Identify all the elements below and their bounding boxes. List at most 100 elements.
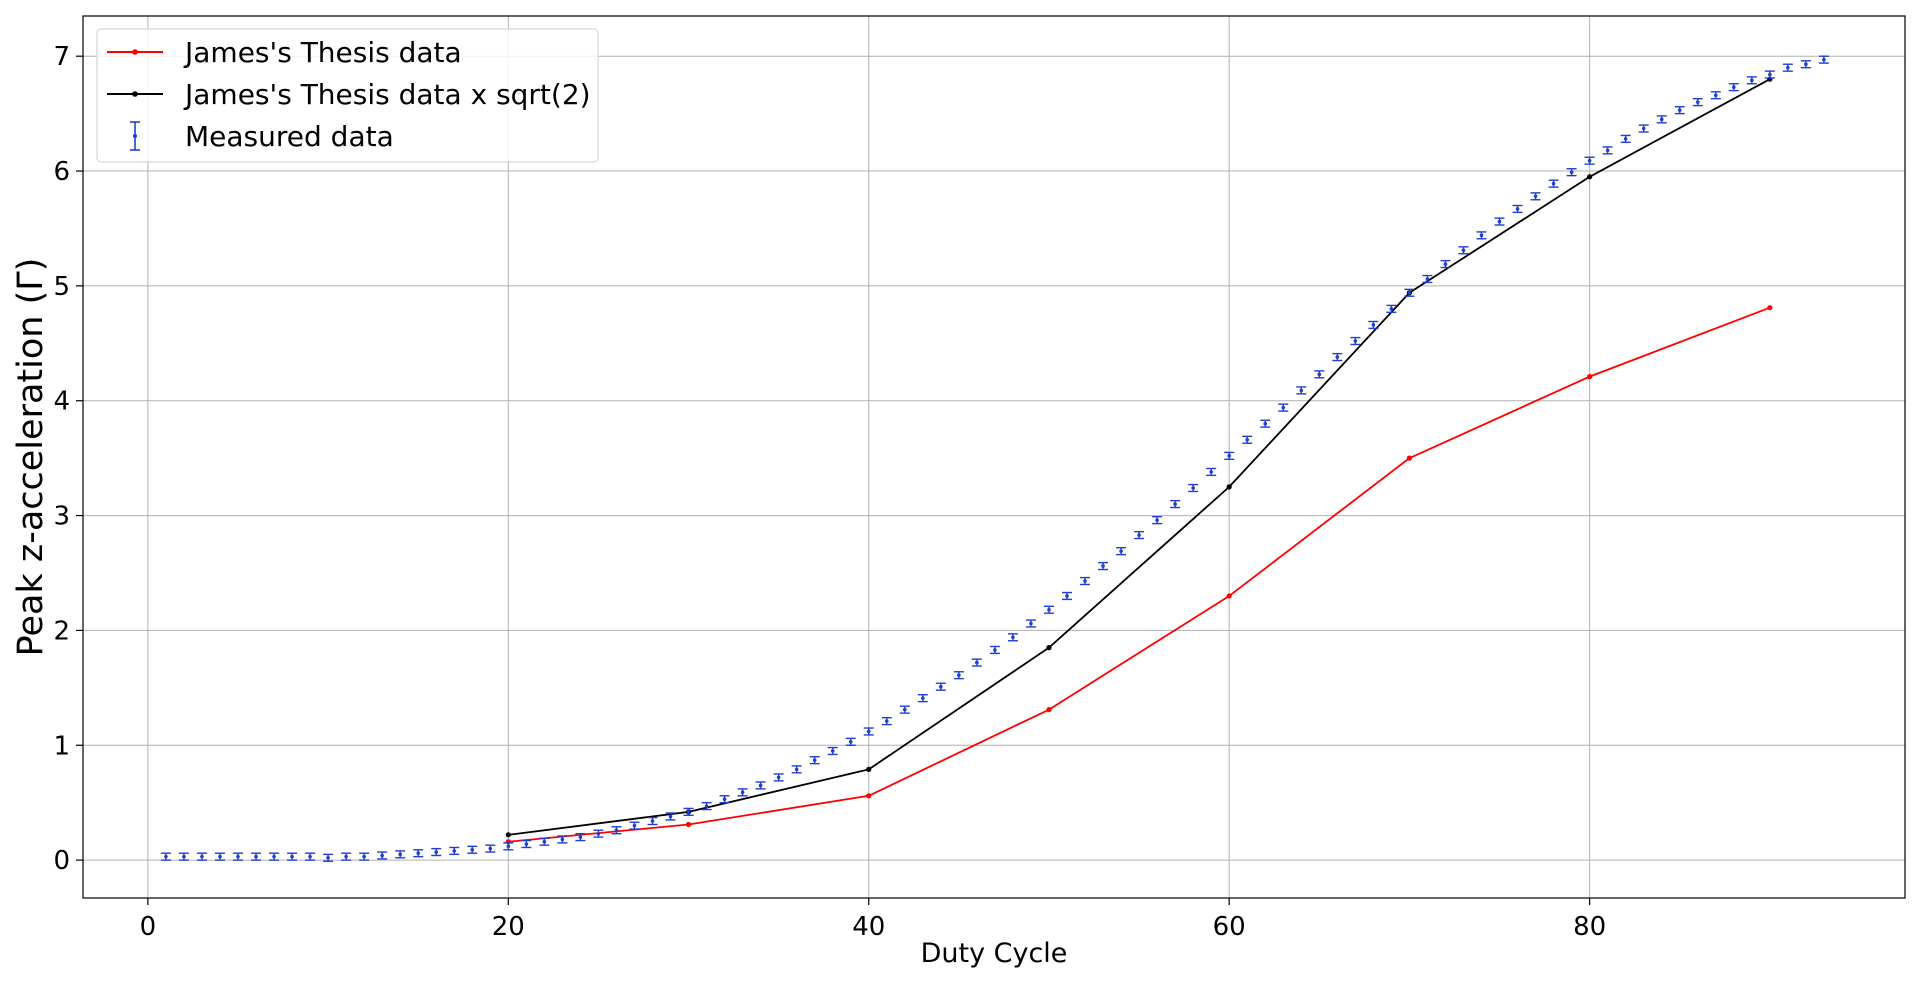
- measured-errorbar: [1818, 55, 1829, 64]
- measured-point: [362, 854, 366, 859]
- series-line-thesis: [508, 306, 1771, 843]
- measured-errorbar: [1080, 576, 1091, 586]
- measured-errorbar: [647, 816, 658, 826]
- measured-errorbar: [629, 821, 640, 830]
- measured-errorbar: [214, 852, 225, 861]
- measured-errorbar: [232, 852, 243, 861]
- measured-point: [1551, 181, 1556, 186]
- measured-errorbar: [1025, 619, 1036, 628]
- measured-point: [1804, 62, 1808, 67]
- measured-errorbar: [1584, 156, 1595, 165]
- grid: [83, 16, 1905, 898]
- measured-point: [722, 797, 727, 802]
- legend-marker-measured: [133, 134, 137, 138]
- measured-point: [1083, 579, 1087, 583]
- measured-errorbar: [1206, 467, 1217, 477]
- measured-errorbar: [1476, 231, 1487, 240]
- measured-errorbar: [1782, 63, 1793, 72]
- measured-errorbar: [413, 849, 424, 858]
- measured-errorbar: [1494, 217, 1505, 226]
- measured-errorbar: [1530, 192, 1541, 201]
- measured-errorbar: [178, 852, 189, 861]
- measured-errorbar: [611, 826, 622, 835]
- measured-errorbar: [1422, 274, 1433, 284]
- x-tick-label: 20: [492, 912, 525, 942]
- measured-errorbar: [1260, 419, 1271, 428]
- measured-errorbar: [1548, 179, 1559, 188]
- measured-point: [1695, 100, 1700, 104]
- measured-point: [1101, 564, 1105, 568]
- measured-point: [1281, 405, 1286, 410]
- plot-series: [160, 55, 1829, 862]
- measured-errorbar: [1242, 435, 1253, 444]
- legend-box: [96, 28, 599, 163]
- measured-errorbar: [1296, 386, 1307, 395]
- measured-errorbar: [359, 852, 370, 861]
- measured-errorbar: [1800, 60, 1811, 69]
- measured-errorbar: [989, 645, 1000, 655]
- measured-errorbar: [196, 852, 207, 861]
- y-tick-label: 7: [53, 42, 70, 72]
- measured-point: [1786, 65, 1790, 70]
- x-tick-label: 0: [140, 912, 157, 942]
- measured-point: [902, 707, 907, 712]
- measured-errorbar: [467, 845, 478, 854]
- measured-point: [1713, 93, 1718, 98]
- measured-errorbar: [1746, 76, 1757, 85]
- legend-label-thesis: James's Thesis data: [183, 36, 462, 69]
- measured-point: [1569, 170, 1574, 174]
- measured-errorbar: [1170, 499, 1181, 509]
- measured-errorbar: [881, 716, 892, 726]
- measured-point: [1822, 57, 1826, 62]
- y-tick-label: 4: [53, 387, 70, 417]
- measured-point: [1227, 454, 1231, 458]
- measured-errorbar: [593, 829, 604, 838]
- measured-point: [668, 814, 673, 819]
- measured-errorbar: [1728, 83, 1739, 92]
- legend-entry-thesis: James's Thesis data: [107, 36, 462, 69]
- measured-point: [866, 729, 871, 734]
- measured-errorbar: [160, 852, 171, 861]
- measured-point: [1605, 148, 1610, 153]
- measured-point: [1659, 117, 1664, 122]
- measured-errorbar: [1386, 304, 1397, 313]
- measured-errorbar: [341, 852, 352, 861]
- y-tick-label: 6: [53, 157, 70, 187]
- legend-marker-thesis: [132, 49, 138, 55]
- measured-point: [560, 837, 565, 842]
- measured-point: [488, 846, 493, 851]
- measured-errorbar: [1404, 288, 1415, 297]
- measured-errorbar: [1332, 352, 1343, 362]
- measured-point: [830, 749, 835, 753]
- measured-errorbar: [719, 795, 730, 804]
- measured-point: [1443, 262, 1448, 266]
- y-tick-label: 3: [53, 502, 70, 532]
- measured-point: [380, 853, 384, 858]
- measured-errorbar: [899, 705, 910, 714]
- measured-point: [1011, 635, 1015, 640]
- measured-point: [704, 804, 709, 808]
- measured-point: [1587, 158, 1592, 163]
- measured-errorbar: [1458, 246, 1469, 255]
- measured-point: [1389, 307, 1394, 311]
- measured-point: [1515, 207, 1520, 211]
- measured-point: [632, 823, 637, 828]
- y-tick-label: 2: [53, 616, 70, 646]
- measured-point: [1353, 339, 1358, 343]
- measured-point: [794, 767, 799, 772]
- measured-errorbar: [269, 852, 280, 861]
- measured-errorbar: [683, 807, 694, 817]
- data-point-thesis-sqrt2: [1046, 645, 1052, 651]
- measured-errorbar: [1656, 115, 1667, 124]
- measured-point: [1047, 607, 1051, 612]
- measured-errorbar: [1188, 483, 1199, 493]
- data-point-thesis: [1226, 593, 1232, 599]
- measured-errorbar: [1602, 146, 1613, 155]
- measured-errorbar: [305, 852, 316, 861]
- measured-errorbar: [1512, 204, 1523, 214]
- measured-point: [506, 844, 511, 849]
- measured-errorbar: [1566, 168, 1577, 177]
- measured-point: [290, 854, 294, 859]
- measured-errorbar: [935, 682, 946, 691]
